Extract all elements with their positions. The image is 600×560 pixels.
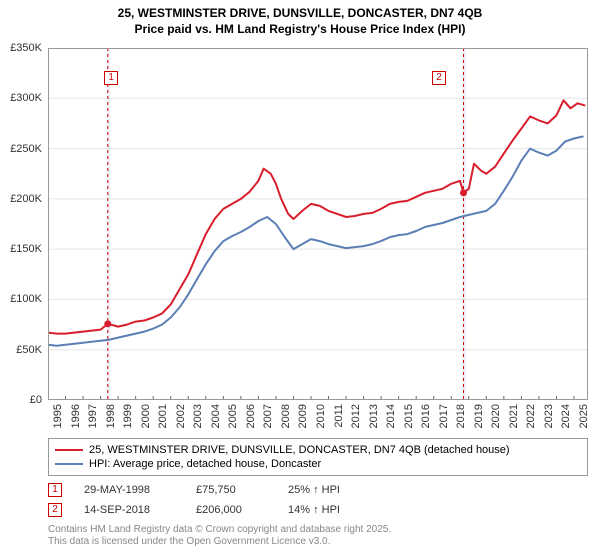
legend-label-0: 25, WESTMINSTER DRIVE, DUNSVILLE, DONCAS…: [89, 444, 510, 456]
xtick-label: 2023: [543, 404, 555, 428]
ytick-label: £0: [0, 394, 42, 406]
event-marker-chart: 2: [432, 71, 446, 85]
legend-swatch-1: [55, 463, 83, 465]
legend-row-0: 25, WESTMINSTER DRIVE, DUNSVILLE, DONCAS…: [55, 443, 581, 457]
xtick-label: 2001: [157, 404, 169, 428]
xtick-label: 2016: [420, 404, 432, 428]
xtick-label: 2006: [245, 404, 257, 428]
ytick-label: £250K: [0, 143, 42, 155]
xtick-label: 2021: [508, 404, 520, 428]
chart-container: 25, WESTMINSTER DRIVE, DUNSVILLE, DONCAS…: [0, 0, 600, 560]
xtick-label: 2014: [385, 404, 397, 428]
xtick-label: 2025: [578, 404, 590, 428]
event-price-0: £75,750: [196, 484, 266, 496]
footer-line-1: Contains HM Land Registry data © Crown c…: [48, 524, 391, 536]
xtick-label: 2010: [315, 404, 327, 428]
xtick-label: 2005: [227, 404, 239, 428]
ytick-label: £300K: [0, 92, 42, 104]
footer-block: Contains HM Land Registry data © Crown c…: [48, 524, 391, 548]
xtick-label: 2007: [262, 404, 274, 428]
xtick-label: 1995: [52, 404, 64, 428]
xtick-label: 1996: [70, 404, 82, 428]
ytick-label: £200K: [0, 193, 42, 205]
ytick-label: £100K: [0, 293, 42, 305]
chart-svg: [48, 48, 588, 400]
xtick-label: 2012: [350, 404, 362, 428]
xtick-label: 2015: [403, 404, 415, 428]
legend-row-1: HPI: Average price, detached house, Donc…: [55, 457, 581, 471]
xtick-label: 2002: [175, 404, 187, 428]
legend-swatch-0: [55, 449, 83, 451]
events-block: 1 29-MAY-1998 £75,750 25% ↑ HPI 2 14-SEP…: [48, 480, 378, 520]
event-marker-chart: 1: [104, 71, 118, 85]
xtick-label: 2008: [280, 404, 292, 428]
xtick-label: 2013: [368, 404, 380, 428]
title-block: 25, WESTMINSTER DRIVE, DUNSVILLE, DONCAS…: [0, 0, 600, 37]
xtick-label: 2003: [192, 404, 204, 428]
legend-box: 25, WESTMINSTER DRIVE, DUNSVILLE, DONCAS…: [48, 438, 588, 476]
xtick-label: 2004: [210, 404, 222, 428]
event-row-0: 1 29-MAY-1998 £75,750 25% ↑ HPI: [48, 480, 378, 500]
xtick-label: 2020: [490, 404, 502, 428]
title-line-2: Price paid vs. HM Land Registry's House …: [0, 22, 600, 38]
event-delta-0: 25% ↑ HPI: [288, 484, 378, 496]
event-row-1: 2 14-SEP-2018 £206,000 14% ↑ HPI: [48, 500, 378, 520]
event-date-0: 29-MAY-1998: [84, 484, 174, 496]
xtick-label: 2011: [333, 404, 345, 428]
title-line-1: 25, WESTMINSTER DRIVE, DUNSVILLE, DONCAS…: [0, 6, 600, 22]
ytick-label: £150K: [0, 243, 42, 255]
xtick-label: 2009: [297, 404, 309, 428]
event-date-1: 14-SEP-2018: [84, 504, 174, 516]
plot-border: [48, 48, 588, 400]
event-marker-1: 2: [48, 503, 62, 517]
xtick-label: 1997: [87, 404, 99, 428]
event-marker-0: 1: [48, 483, 62, 497]
xtick-label: 2018: [455, 404, 467, 428]
legend-label-1: HPI: Average price, detached house, Donc…: [89, 458, 321, 470]
ytick-label: £350K: [0, 42, 42, 54]
xtick-label: 2019: [473, 404, 485, 428]
xtick-label: 1998: [105, 404, 117, 428]
xtick-label: 2000: [140, 404, 152, 428]
ytick-label: £50K: [0, 344, 42, 356]
xtick-label: 2024: [560, 404, 572, 428]
event-price-1: £206,000: [196, 504, 266, 516]
xtick-label: 2022: [525, 404, 537, 428]
event-delta-1: 14% ↑ HPI: [288, 504, 378, 516]
xtick-label: 2017: [438, 404, 450, 428]
footer-line-2: This data is licensed under the Open Gov…: [48, 536, 391, 548]
xtick-label: 1999: [122, 404, 134, 428]
chart-area: £0£50K£100K£150K£200K£250K£300K£350K1995…: [48, 48, 588, 400]
